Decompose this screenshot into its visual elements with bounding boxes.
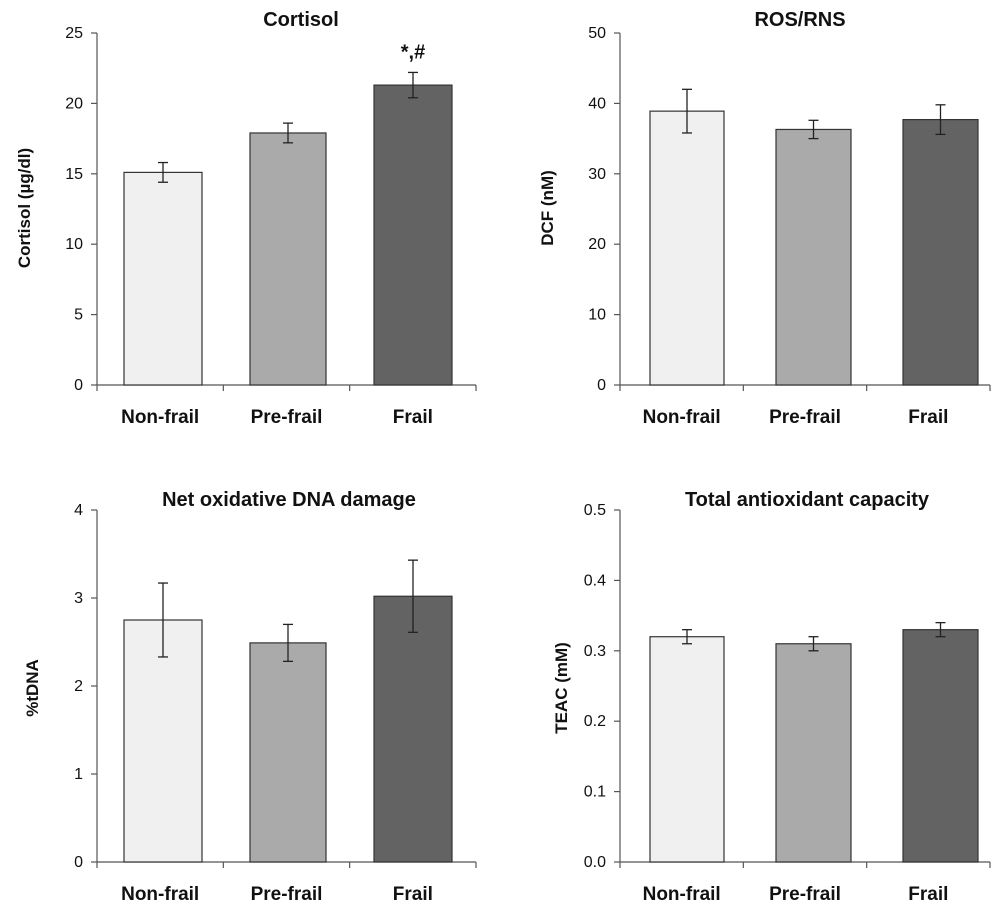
panel-total-antioxidant-capacity-ytick-label: 0.2 [584, 713, 606, 730]
panel-cortisol-ylabel: Cortisol (µg/dl) [15, 148, 34, 268]
panel-cortisol-bar-non-frail [123, 171, 203, 386]
panel-net-oxidative-dna-damage: Net oxidative DNA damage %tDNA 0 1 2 3 4 Non-… [23, 489, 477, 905]
panel-net-oxidative-dna-damage-xtick-label: Frail [393, 884, 433, 905]
panel-ros-rns: ROS/RNS DCF (nM) 0 10 20 30 40 50 Non-frail Pre… [538, 9, 991, 428]
panel-total-antioxidant-capacity-ytick-label: 0.1 [584, 784, 606, 801]
panel-ros-rns-title: ROS/RNS [754, 9, 845, 31]
panel-cortisol-significance-label: *,# [401, 41, 425, 63]
panel-total-antioxidant-capacity-ylabel: TEAC (mM) [552, 642, 571, 734]
panel-net-oxidative-dna-damage-bar-pre-frail [249, 642, 327, 863]
panel-cortisol-ytick-label: 15 [65, 166, 83, 183]
panel-net-oxidative-dna-damage-ylabel: %tDNA [23, 659, 42, 717]
panel-total-antioxidant-capacity-bar-frail [902, 629, 979, 863]
panel-ros-rns-ylabel: DCF (nM) [538, 170, 557, 246]
panel-total-antioxidant-capacity-xtick-label: Frail [908, 884, 948, 905]
panel-net-oxidative-dna-damage-ytick-label: 1 [74, 766, 83, 783]
panel-net-oxidative-dna-damage-ytick-label: 0 [74, 854, 83, 871]
panel-net-oxidative-dna-damage-ytick-label: 3 [74, 590, 83, 607]
panel-total-antioxidant-capacity-xtick-label: Non-frail [643, 884, 721, 905]
panel-ros-rns-ytick-label: 30 [588, 166, 606, 183]
panel-net-oxidative-dna-damage-bar-non-frail [123, 619, 203, 863]
panel-ros-rns-bar-frail [902, 118, 979, 386]
panel-total-antioxidant-capacity-ytick-label: 0.4 [584, 572, 606, 589]
panel-ros-rns-xtick-label: Pre-frail [769, 407, 841, 428]
panel-total-antioxidant-capacity-ytick-label: 0.5 [584, 502, 606, 519]
panel-ros-rns-bar-pre-frail [775, 128, 852, 386]
panel-ros-rns-ytick-label: 40 [588, 95, 606, 112]
panel-total-antioxidant-capacity-bar-pre-frail [775, 643, 852, 863]
panel-total-antioxidant-capacity-xtick-label: Pre-frail [769, 884, 841, 905]
panel-cortisol-ytick-label: 0 [74, 377, 83, 394]
panel-net-oxidative-dna-damage-ytick-label: 2 [74, 678, 83, 695]
panel-ros-rns-ytick-label: 50 [588, 25, 606, 42]
panel-total-antioxidant-capacity-ytick-label: 0.3 [584, 643, 606, 660]
panel-ros-rns-ytick-label: 0 [597, 377, 606, 394]
panel-cortisol-ytick-label: 25 [65, 25, 83, 42]
panel-total-antioxidant-capacity-bar-non-frail [649, 636, 725, 863]
panel-net-oxidative-dna-damage-ytick-label: 4 [74, 502, 83, 519]
panel-total-antioxidant-capacity-ytick-label: 0.0 [584, 854, 606, 871]
panel-net-oxidative-dna-damage-xtick-label: Pre-frail [251, 884, 323, 905]
panel-cortisol-ytick-label: 20 [65, 95, 83, 112]
panel-cortisol-xtick-label: Pre-frail [251, 407, 323, 428]
panel-cortisol-xtick-label: Non-frail [121, 407, 199, 428]
panel-cortisol-ytick-label: 10 [65, 236, 83, 253]
panel-total-antioxidant-capacity: Total antioxidant capacity TEAC (mM) 0.0… [552, 489, 991, 905]
panel-ros-rns-xtick-label: Non-frail [643, 407, 721, 428]
panel-ros-rns-ytick-label: 20 [588, 236, 606, 253]
panel-ros-rns-bar-non-frail [649, 110, 725, 386]
panel-cortisol-ytick-label: 5 [74, 307, 83, 324]
panel-total-antioxidant-capacity-title: Total antioxidant capacity [685, 489, 930, 511]
panel-cortisol: Cortisol Cortisol (µg/dl) 0 5 10 15 20 25 Non-… [15, 9, 477, 428]
panel-net-oxidative-dna-damage-title: Net oxidative DNA damage [162, 489, 416, 511]
panel-cortisol-xtick-label: Frail [393, 407, 433, 428]
panel-net-oxidative-dna-damage-bar-frail [373, 595, 453, 863]
panel-cortisol-bar-frail [373, 84, 453, 386]
panel-ros-rns-ytick-label: 10 [588, 307, 606, 324]
panel-ros-rns-xtick-label: Frail [908, 407, 948, 428]
panel-cortisol-title: Cortisol [263, 9, 339, 31]
panel-net-oxidative-dna-damage-xtick-label: Non-frail [121, 884, 199, 905]
panel-cortisol-bar-pre-frail [249, 132, 327, 386]
